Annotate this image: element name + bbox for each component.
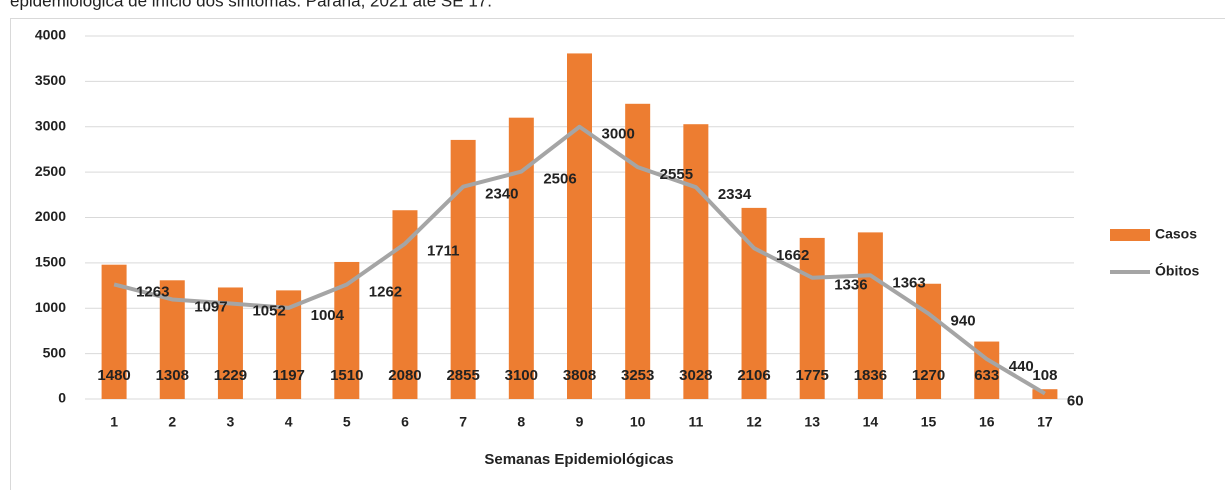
x-tick-label: 15 <box>921 414 937 430</box>
y-tick-label: 3000 <box>35 117 66 133</box>
x-tick-label: 16 <box>979 414 995 430</box>
bar-value-label: 3253 <box>621 367 654 384</box>
line-value-label: 2334 <box>718 186 752 203</box>
line-value-label: 1052 <box>252 302 285 319</box>
bar <box>567 53 592 399</box>
line-value-label: 60 <box>1067 393 1084 410</box>
x-tick-label: 1 <box>110 414 118 430</box>
line-value-label: 3000 <box>602 126 635 143</box>
bar-value-label: 1836 <box>854 367 887 384</box>
x-tick-label: 4 <box>285 414 293 430</box>
line-value-label: 1097 <box>194 298 227 315</box>
y-tick-label: 1000 <box>35 299 66 315</box>
line-value-label: 1662 <box>776 247 809 264</box>
bar-value-label: 3808 <box>563 367 596 384</box>
line-value-label: 1263 <box>136 283 169 300</box>
y-tick-label: 0 <box>58 390 66 406</box>
line-value-label: 2340 <box>485 186 518 203</box>
line-value-label: 1711 <box>427 243 460 260</box>
y-tick-label: 4000 <box>35 27 66 43</box>
y-tick-label: 2000 <box>35 208 66 224</box>
x-tick-label: 12 <box>746 414 762 430</box>
x-tick-label: 3 <box>227 414 235 430</box>
y-tick-label: 2500 <box>35 163 66 179</box>
bar <box>451 140 476 399</box>
x-tick-label: 6 <box>401 414 409 430</box>
x-tick-label: 17 <box>1037 414 1053 430</box>
y-tick-label: 500 <box>43 344 67 360</box>
bar-value-label: 633 <box>974 367 999 384</box>
legend-swatch <box>1110 229 1150 241</box>
x-tick-label: 13 <box>804 414 820 430</box>
x-tick-label: 9 <box>576 414 584 430</box>
legend-label: Óbitos <box>1155 262 1200 279</box>
bar-value-label: 1197 <box>272 367 305 384</box>
line-value-label: 1004 <box>311 307 345 324</box>
x-tick-label: 7 <box>459 414 467 430</box>
line-value-label: 940 <box>951 313 976 330</box>
bar-value-label: 1229 <box>214 367 247 384</box>
line-value-label: 2506 <box>543 171 576 188</box>
legend-label: Casos <box>1155 226 1197 242</box>
line-value-label: 1262 <box>369 283 402 300</box>
x-axis-label: Semanas Epidemiológicas <box>484 451 673 468</box>
bar-value-label: 1270 <box>912 367 945 384</box>
bar-value-label: 2855 <box>446 367 479 384</box>
x-tick-label: 10 <box>630 414 646 430</box>
bar-value-label: 1480 <box>97 367 130 384</box>
x-tick-label: 8 <box>517 414 525 430</box>
bar-value-label: 108 <box>1032 367 1057 384</box>
bar-value-label: 2106 <box>737 367 770 384</box>
bar-value-label: 1775 <box>796 367 829 384</box>
x-tick-label: 14 <box>863 414 879 430</box>
x-tick-label: 2 <box>168 414 176 430</box>
x-tick-label: 11 <box>688 414 703 430</box>
line-value-label: 440 <box>1009 358 1034 375</box>
bar-value-label: 1510 <box>330 367 363 384</box>
bar-value-label: 3028 <box>679 367 712 384</box>
y-tick-label: 3500 <box>35 72 66 88</box>
bar-value-label: 2080 <box>388 367 421 384</box>
y-tick-label: 1500 <box>35 254 66 270</box>
bar-value-label: 3100 <box>505 367 538 384</box>
line-value-label: 1336 <box>834 277 867 294</box>
bar <box>625 104 650 399</box>
x-tick-label: 5 <box>343 414 351 430</box>
bar <box>509 118 534 399</box>
line-value-label: 1363 <box>892 274 925 291</box>
line-value-label: 2555 <box>660 166 693 183</box>
chart-title: epidemiológica de início dos sintomas. P… <box>10 0 492 10</box>
bar-value-label: 1308 <box>156 367 189 384</box>
